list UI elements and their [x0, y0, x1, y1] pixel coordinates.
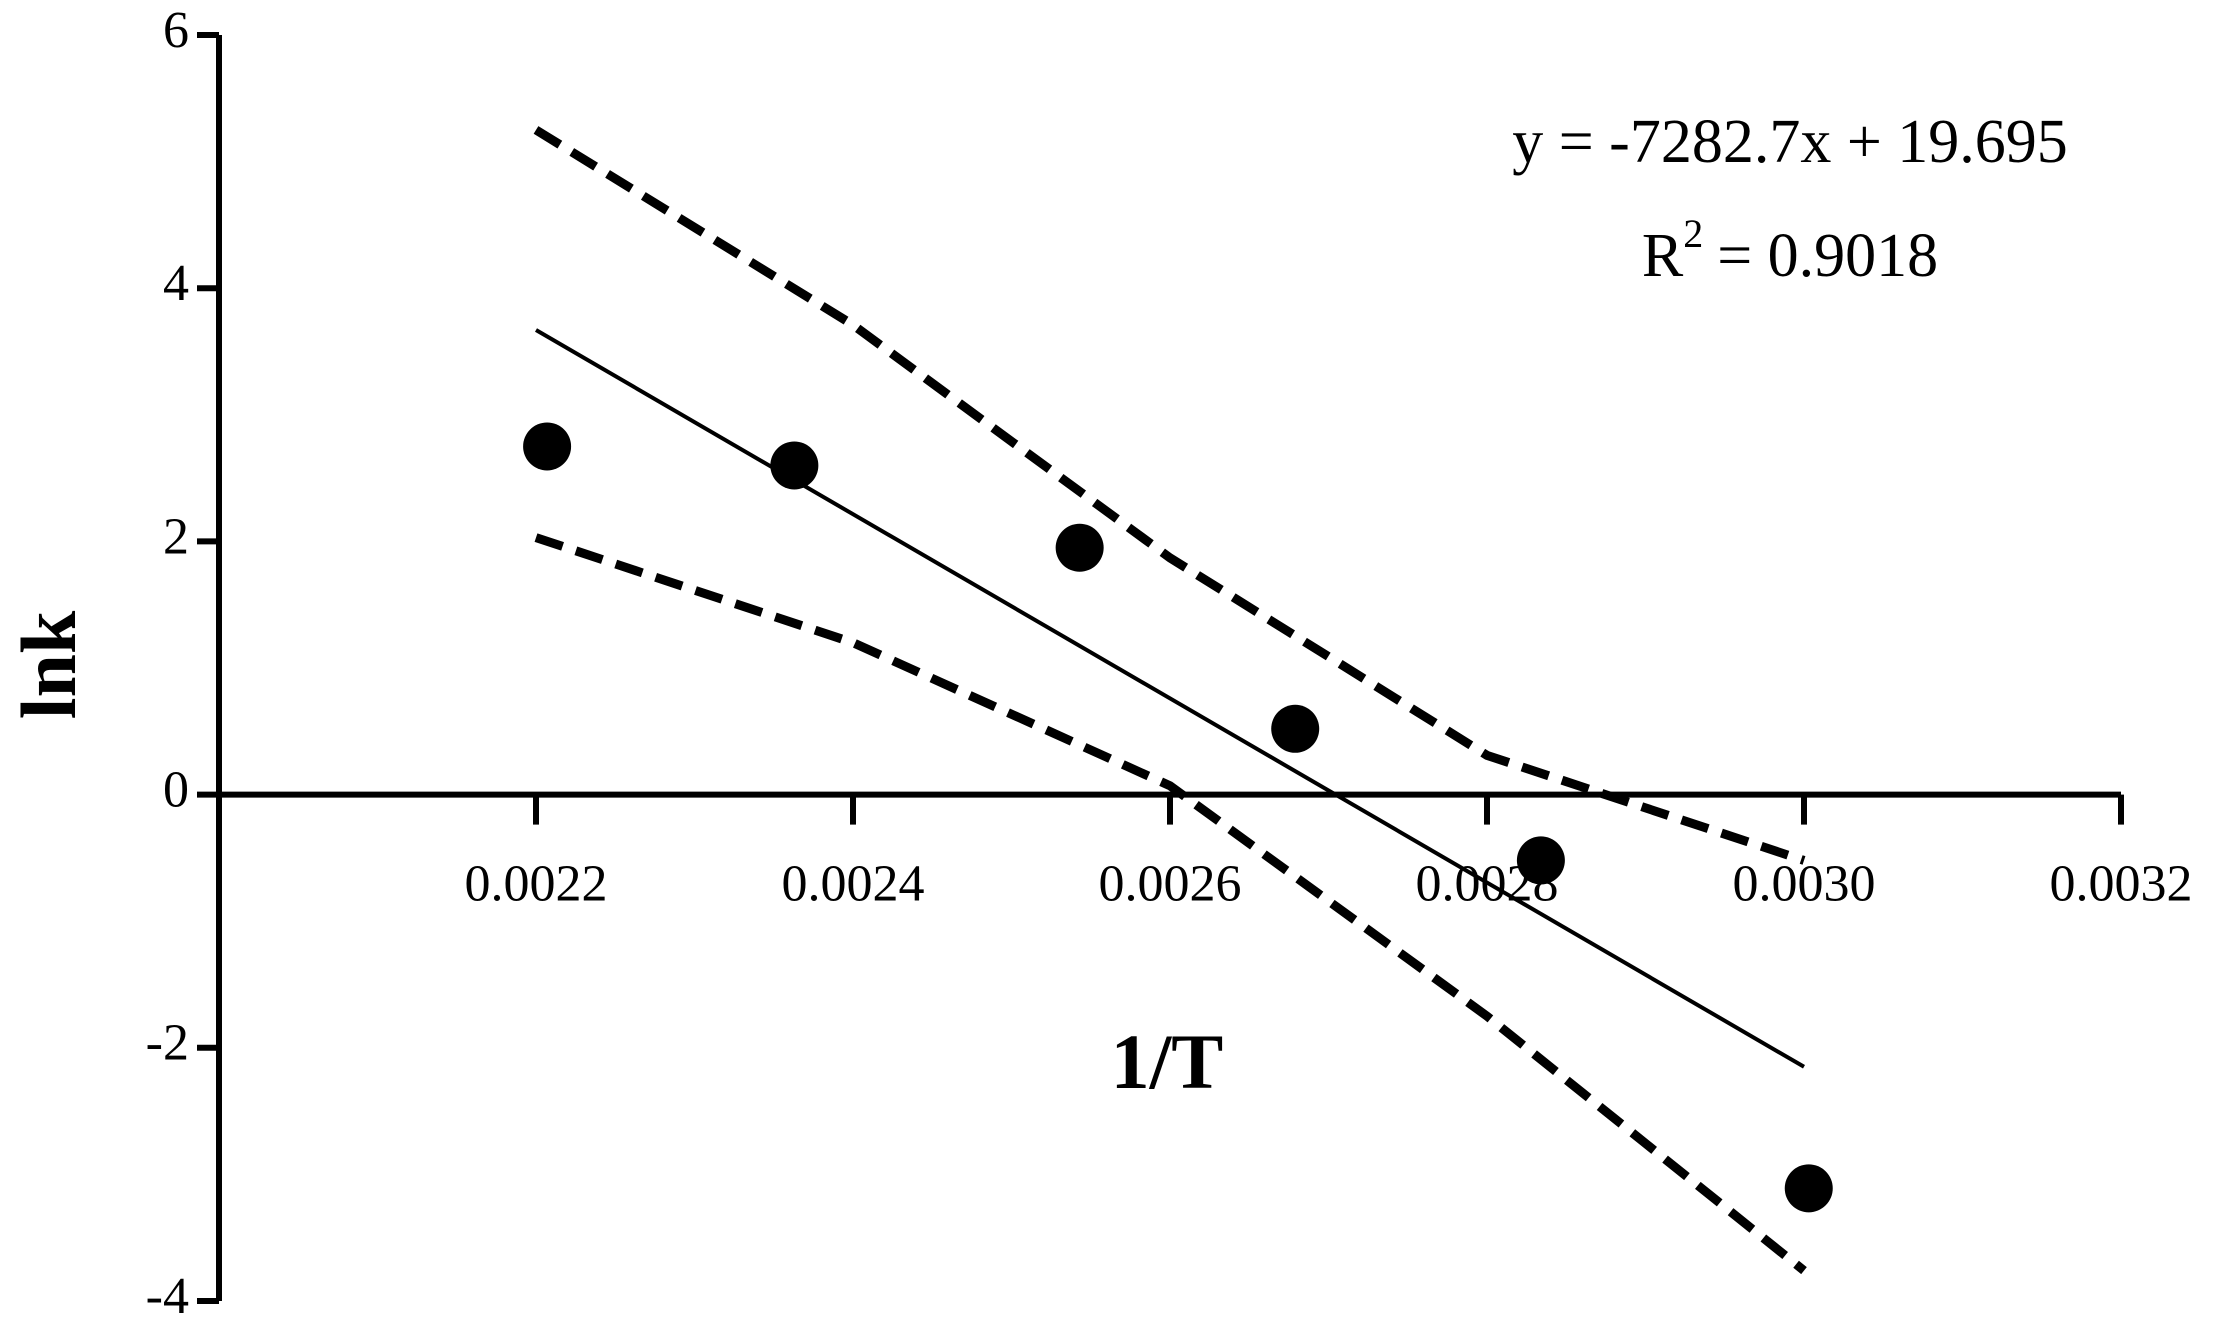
- y-tick-label: -4: [146, 1268, 189, 1325]
- y-tick-label: 6: [163, 2, 189, 59]
- x-tick-label: 0.0030: [1733, 856, 1876, 913]
- r-squared: R2 = 0.9018: [1642, 211, 1938, 290]
- r-squared-rest: = 0.9018: [1717, 222, 1938, 290]
- data-point: [523, 422, 572, 471]
- data-point: [1784, 1164, 1833, 1213]
- confidence-line: [533, 126, 1806, 865]
- r-squared-sup: 2: [1683, 211, 1703, 256]
- x-tick-label: 0.0026: [1099, 856, 1242, 913]
- data-point: [1271, 704, 1320, 753]
- confidence-line: [534, 533, 1807, 1275]
- data-point: [1516, 836, 1565, 885]
- y-axis-title: lnk: [5, 610, 92, 719]
- x-axis-title: 1/T: [1111, 1018, 1224, 1105]
- y-tick-label: 4: [163, 255, 189, 312]
- x-tick-label: 0.0022: [465, 856, 608, 913]
- y-tick-label: 2: [163, 508, 189, 565]
- data-point: [770, 441, 819, 490]
- y-tick-label: -2: [146, 1015, 189, 1072]
- x-tick-label: 0.0032: [2050, 856, 2193, 913]
- fit-line: [534, 328, 1806, 1069]
- y-tick-label: 0: [163, 762, 189, 819]
- data-point: [1055, 523, 1104, 572]
- r-squared-base: R: [1642, 222, 1684, 290]
- x-tick-label: 0.0024: [782, 856, 925, 913]
- equation: y = -7282.7x + 19.695: [1512, 108, 2068, 176]
